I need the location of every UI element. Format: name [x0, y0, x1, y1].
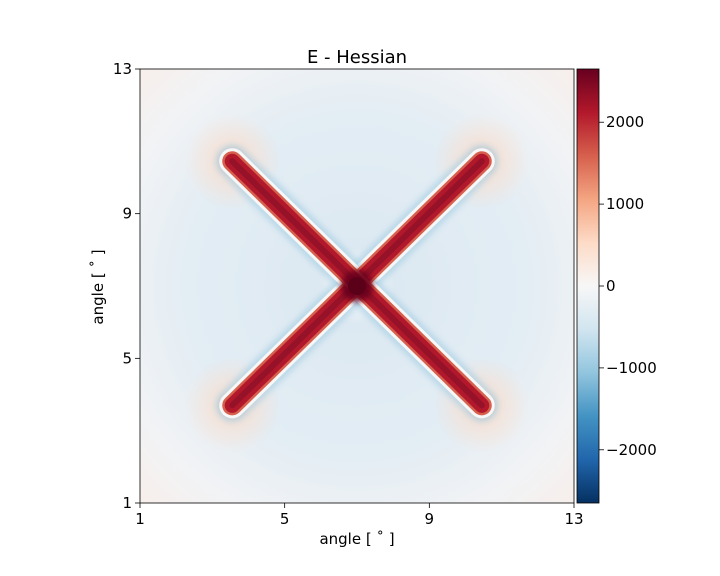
x-axis: 1 5 9 13 — [135, 503, 584, 528]
colorbar: −2000 −1000 0 1000 2000 — [576, 68, 657, 504]
colorbar-tick-label: 1000 — [606, 195, 644, 213]
y-axis: 1 5 9 13 — [113, 60, 140, 512]
y-tick-label: 13 — [113, 60, 132, 78]
x-tick-label: 5 — [280, 510, 290, 528]
colorbar-gradient — [577, 69, 599, 503]
plot-frame — [139, 68, 575, 504]
x-tick-label: 13 — [564, 510, 583, 528]
colorbar-tick-label: −1000 — [606, 359, 657, 377]
y-tick-label: 5 — [122, 349, 132, 367]
y-tick-label: 9 — [122, 205, 132, 223]
colorbar-tick-label: 2000 — [606, 113, 644, 131]
y-tick-label: 1 — [122, 494, 132, 512]
x-tick-label: 9 — [425, 510, 435, 528]
colorbar-ticks: −2000 −1000 0 1000 2000 — [599, 113, 657, 459]
y-axis-label: angle [ ˚ ] — [89, 249, 107, 324]
x-tick-label: 1 — [135, 510, 145, 528]
colorbar-tick-label: −2000 — [606, 441, 657, 459]
heatmap-plot-area — [140, 69, 574, 503]
colorbar-tick-label: 0 — [606, 277, 616, 295]
center-peak-dot — [348, 277, 366, 295]
chart-title: E - Hessian — [307, 47, 407, 68]
center-peak — [341, 270, 373, 302]
x-axis-label: angle [ ˚ ] — [319, 530, 394, 548]
